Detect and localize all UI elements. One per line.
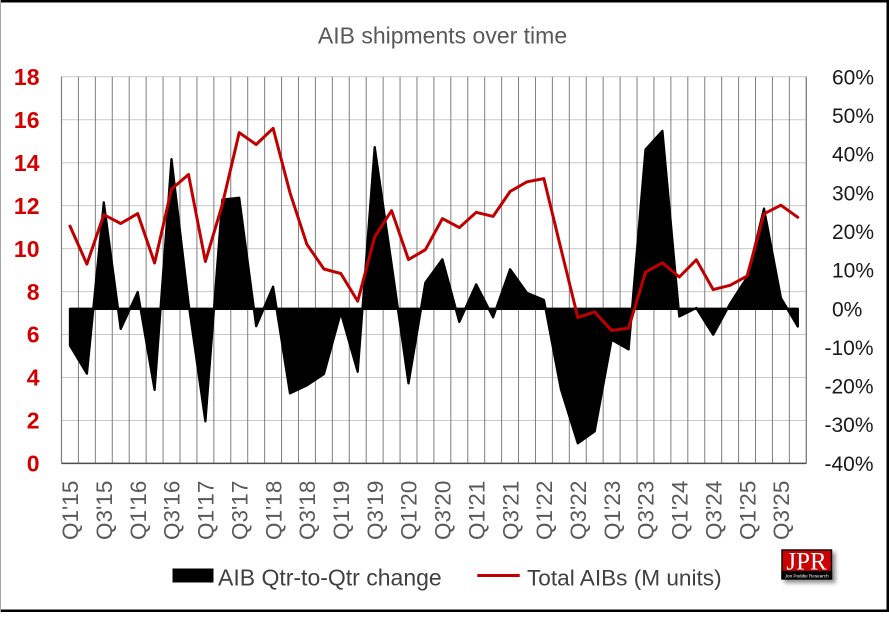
svg-text:Q1'24: Q1'24 <box>668 481 693 540</box>
svg-text:-30%: -30% <box>825 414 874 437</box>
svg-text:Q3'19: Q3'19 <box>363 481 388 540</box>
svg-text:Q1'25: Q1'25 <box>735 481 760 540</box>
svg-text:Q1'20: Q1'20 <box>397 481 422 540</box>
svg-text:Q3'15: Q3'15 <box>92 481 117 540</box>
svg-text:8: 8 <box>27 279 40 305</box>
svg-text:Jon Peddie Research: Jon Peddie Research <box>785 574 829 579</box>
svg-text:Q3'16: Q3'16 <box>160 481 185 540</box>
svg-text:Q1'18: Q1'18 <box>261 481 286 540</box>
svg-text:50%: 50% <box>832 105 874 128</box>
svg-text:Q3'24: Q3'24 <box>701 481 726 540</box>
svg-text:4: 4 <box>27 365 40 391</box>
svg-text:18: 18 <box>14 64 40 90</box>
svg-text:60%: 60% <box>832 66 874 89</box>
svg-text:-20%: -20% <box>825 376 874 399</box>
svg-text:Q3'21: Q3'21 <box>498 481 523 540</box>
svg-text:Q1'23: Q1'23 <box>600 481 625 540</box>
svg-text:Q1'21: Q1'21 <box>464 481 489 540</box>
svg-text:Q1'22: Q1'22 <box>532 481 557 540</box>
svg-text:Total AIBs (M units): Total AIBs (M units) <box>527 566 722 591</box>
svg-text:Q1'17: Q1'17 <box>194 481 219 540</box>
svg-text:6: 6 <box>27 322 40 348</box>
svg-text:12: 12 <box>14 193 40 219</box>
svg-text:Q3'17: Q3'17 <box>227 481 252 540</box>
svg-text:30%: 30% <box>832 182 874 205</box>
svg-text:0%: 0% <box>832 298 862 321</box>
svg-text:-10%: -10% <box>825 337 874 360</box>
svg-text:16: 16 <box>14 107 40 133</box>
svg-text:2: 2 <box>27 408 40 434</box>
svg-text:20%: 20% <box>832 221 874 244</box>
svg-text:Q3'20: Q3'20 <box>431 481 456 540</box>
svg-text:AIB Qtr-to-Qtr change: AIB Qtr-to-Qtr change <box>218 565 442 591</box>
svg-text:Q1'19: Q1'19 <box>329 481 354 540</box>
svg-text:Q1'16: Q1'16 <box>126 481 151 540</box>
svg-text:Q3'18: Q3'18 <box>295 481 320 540</box>
svg-text:-40%: -40% <box>825 453 874 476</box>
svg-text:14: 14 <box>14 150 40 176</box>
svg-text:JPR: JPR <box>786 549 827 576</box>
svg-text:10%: 10% <box>832 260 874 283</box>
svg-text:40%: 40% <box>832 144 874 167</box>
svg-text:Q1'15: Q1'15 <box>58 481 83 540</box>
svg-text:10: 10 <box>14 236 40 262</box>
svg-text:Q3'23: Q3'23 <box>634 481 659 540</box>
svg-text:AIB shipments over time: AIB shipments over time <box>318 22 567 48</box>
svg-text:0: 0 <box>27 451 40 477</box>
svg-text:Q3'22: Q3'22 <box>566 481 591 540</box>
svg-text:Q3'25: Q3'25 <box>769 481 794 540</box>
